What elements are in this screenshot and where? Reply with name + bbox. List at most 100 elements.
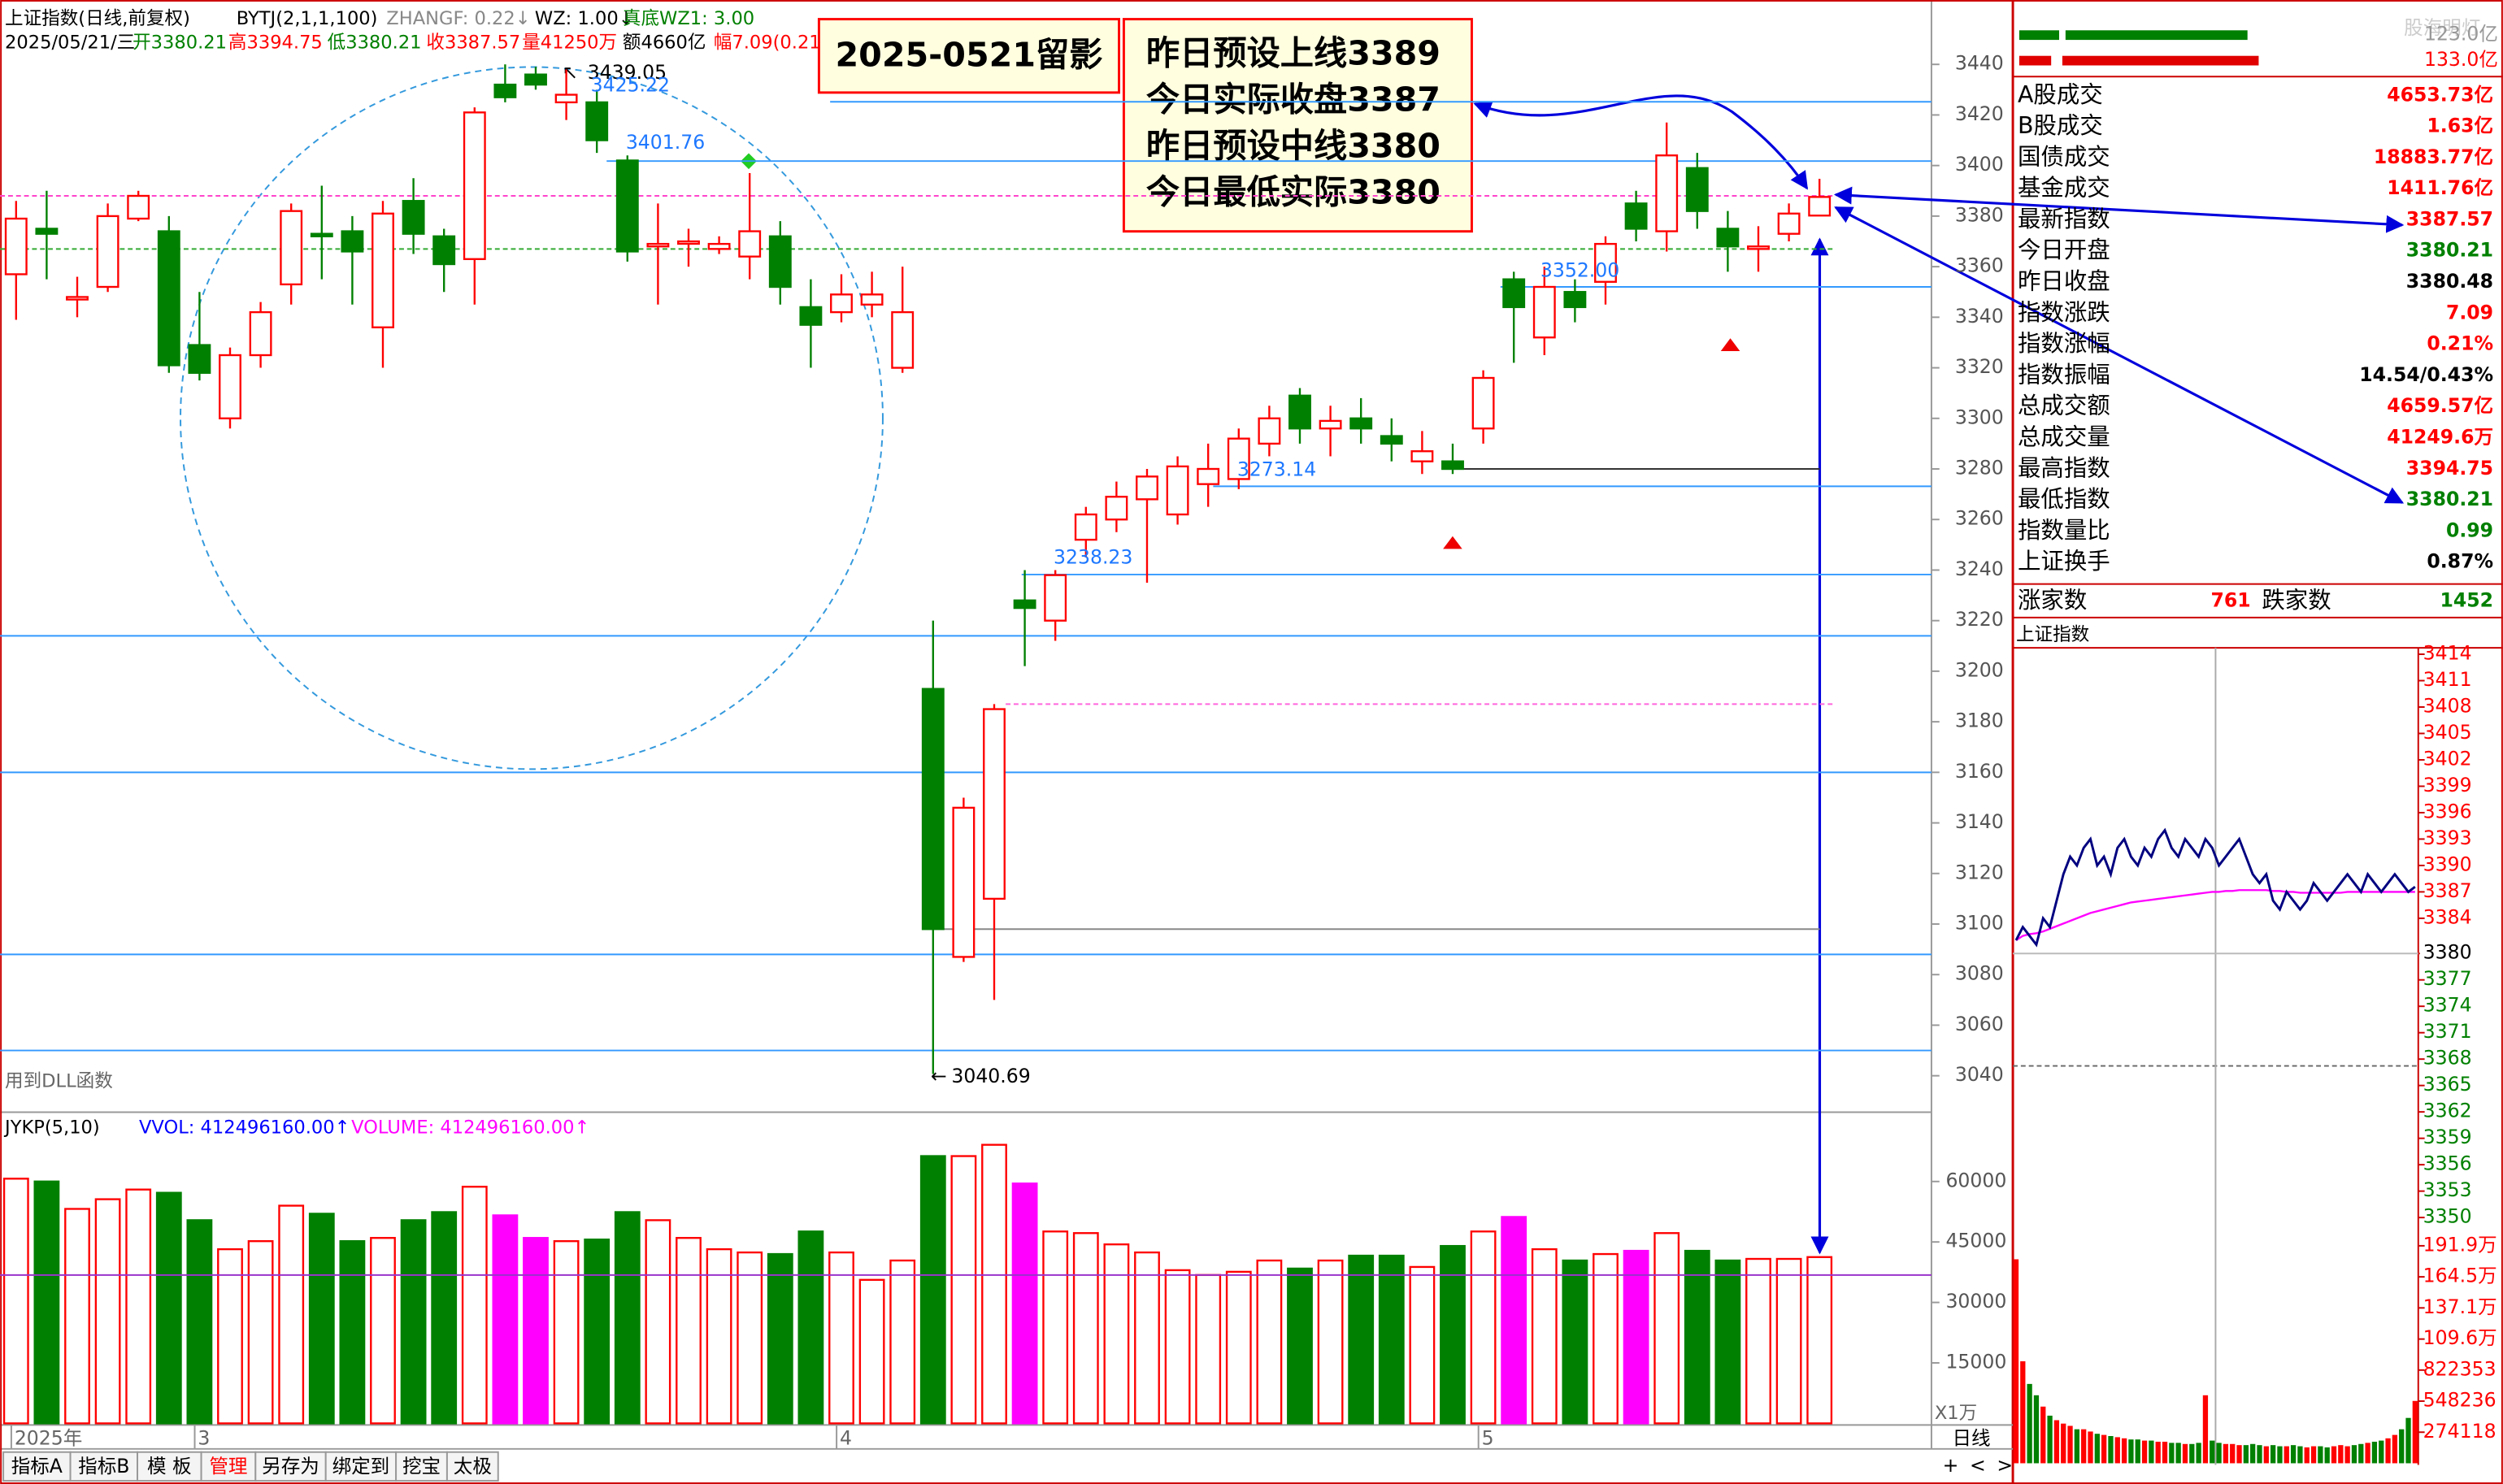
intraday-volume bbox=[2162, 1441, 2168, 1464]
intraday-volume bbox=[2236, 1445, 2242, 1464]
info-value: 0.99 bbox=[2446, 519, 2493, 541]
y-tick-label: 3440 bbox=[1955, 52, 2004, 75]
index-bar bbox=[2062, 55, 2259, 66]
volume-bar bbox=[94, 1198, 121, 1425]
y-tick-label: 191.9万 bbox=[2423, 1233, 2497, 1256]
volume-bar bbox=[1714, 1259, 1741, 1425]
intraday-volume bbox=[2412, 1400, 2418, 1464]
note-line: 今日实际收盘3387 bbox=[1146, 80, 1441, 119]
candle-body bbox=[891, 310, 915, 369]
volume-bar bbox=[461, 1186, 488, 1425]
y-tick-label: 3362 bbox=[2423, 1100, 2472, 1122]
intraday-volume bbox=[2013, 1259, 2019, 1464]
volume-bar bbox=[1195, 1274, 1222, 1425]
info-value: 3387.57 bbox=[2406, 207, 2493, 230]
candle-body bbox=[799, 306, 823, 326]
volume-bar bbox=[1745, 1257, 1771, 1425]
candle-body bbox=[157, 230, 180, 367]
tab-label[interactable]: 管理 bbox=[209, 1455, 247, 1477]
info-label: 最新指数 bbox=[2018, 206, 2110, 232]
y-tick-label: 3340 bbox=[1955, 305, 2004, 328]
y-tick-label: 3368 bbox=[2423, 1047, 2472, 1070]
avg-line bbox=[2015, 889, 2415, 941]
photo-box bbox=[817, 18, 1121, 94]
price-line bbox=[2014, 827, 2416, 948]
rise-count: 761 bbox=[2210, 589, 2250, 612]
intraday-volume bbox=[2399, 1429, 2405, 1464]
tab[interactable] bbox=[69, 1451, 138, 1482]
intraday-volume bbox=[2405, 1417, 2411, 1464]
tab-label[interactable]: 太极 bbox=[454, 1455, 492, 1477]
index-bar bbox=[2065, 30, 2248, 41]
candle-body bbox=[4, 217, 28, 276]
intraday-volume bbox=[2392, 1434, 2398, 1464]
price-label: 3352.00 bbox=[1540, 258, 1619, 281]
candle-body bbox=[1349, 417, 1373, 430]
intraday-volume bbox=[2135, 1439, 2140, 1464]
info-label: 国债成交 bbox=[2018, 143, 2110, 170]
y-tick-label: 3280 bbox=[1955, 457, 2004, 479]
y-tick-label: 3180 bbox=[1955, 709, 2004, 732]
candle-body bbox=[1288, 394, 1311, 430]
candle-body bbox=[35, 228, 59, 235]
candle-body bbox=[219, 354, 241, 419]
volume-bar bbox=[584, 1239, 611, 1425]
info-label: 总成交额 bbox=[2018, 393, 2110, 419]
tab-label[interactable]: 模 板 bbox=[147, 1455, 192, 1477]
y-tick-label: 3400 bbox=[1955, 153, 2004, 176]
volume-bar bbox=[1531, 1248, 1558, 1425]
tab-label[interactable]: 指标B bbox=[78, 1455, 129, 1477]
base-label-bg bbox=[2419, 942, 2468, 965]
fall-label: 跌家数 bbox=[2262, 587, 2331, 614]
tab-label[interactable]: 绑定到 bbox=[332, 1455, 390, 1477]
volume-bar bbox=[981, 1143, 1007, 1425]
candle-body bbox=[738, 230, 762, 258]
volume-bar bbox=[431, 1211, 458, 1425]
y-tick-label: 3393 bbox=[2423, 827, 2472, 849]
dll-note: 用到DLL函数 bbox=[5, 1071, 113, 1092]
y-tick-label: 3100 bbox=[1955, 911, 2004, 934]
y-tick-label: 3320 bbox=[1955, 355, 2004, 378]
intraday-volume bbox=[2365, 1443, 2370, 1464]
volume-bar bbox=[370, 1237, 396, 1425]
amount: 额4660亿 bbox=[623, 33, 706, 54]
info-label: 最高指数 bbox=[2018, 454, 2110, 481]
volume-bar bbox=[1501, 1216, 1527, 1425]
y-tick-label: 3080 bbox=[1955, 962, 2004, 985]
tab-label[interactable]: 指标A bbox=[11, 1455, 63, 1477]
y-tick-label: 3374 bbox=[2423, 994, 2472, 1017]
volume-bar bbox=[767, 1252, 793, 1425]
volume-label: VOLUME: 412496160.00↑ bbox=[351, 1117, 589, 1139]
low: 低3380.21 bbox=[328, 33, 422, 54]
intraday-volume bbox=[2169, 1443, 2175, 1464]
candle-body bbox=[188, 344, 211, 374]
tab[interactable] bbox=[445, 1451, 499, 1482]
nav-button[interactable]: + bbox=[1943, 1454, 1959, 1477]
y-tick-label: 3200 bbox=[1955, 658, 2004, 681]
volume-bar bbox=[492, 1214, 519, 1425]
top-value: 123.0亿 bbox=[2424, 23, 2498, 46]
candle-body bbox=[921, 688, 945, 931]
x-tick-label: 4 bbox=[840, 1427, 852, 1450]
candle-body bbox=[1166, 465, 1189, 516]
nav-button[interactable]: < bbox=[1970, 1454, 1986, 1477]
candle-body bbox=[830, 293, 853, 314]
nav-button[interactable]: > bbox=[1997, 1454, 2013, 1477]
intraday-volume bbox=[2121, 1438, 2127, 1464]
volume-bar bbox=[2, 1178, 29, 1425]
intraday-volume bbox=[2108, 1436, 2114, 1464]
info-value: 3380.48 bbox=[2406, 270, 2493, 293]
tab-label[interactable]: 另存为 bbox=[262, 1455, 319, 1477]
tab[interactable] bbox=[137, 1451, 202, 1482]
arrow bbox=[1834, 206, 2405, 504]
tab[interactable] bbox=[324, 1451, 398, 1482]
y-tick-label: 3060 bbox=[1955, 1013, 2004, 1035]
intraday-volume bbox=[2379, 1440, 2384, 1464]
intraday-volume bbox=[2290, 1445, 2297, 1464]
period[interactable]: 日线 bbox=[1952, 1427, 1990, 1450]
signal bbox=[1443, 536, 1462, 549]
price-label: 3401.76 bbox=[626, 131, 705, 154]
tab-label[interactable]: 挖宝 bbox=[402, 1455, 441, 1477]
candle-body bbox=[1258, 417, 1281, 445]
candle-body bbox=[1013, 599, 1036, 610]
